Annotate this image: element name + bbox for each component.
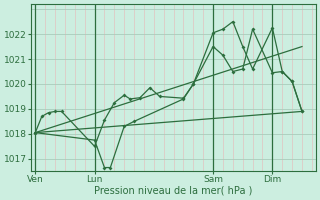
X-axis label: Pression niveau de la mer( hPa ): Pression niveau de la mer( hPa ) bbox=[94, 186, 253, 196]
